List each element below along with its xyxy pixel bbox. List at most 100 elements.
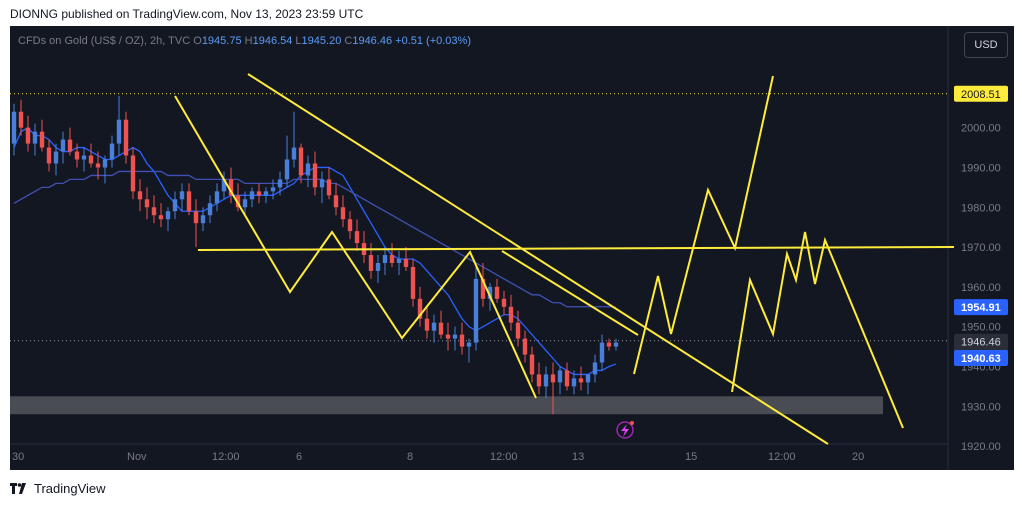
candle-body xyxy=(480,278,486,299)
x-tick-label: 12:00 xyxy=(490,451,518,463)
candle-body xyxy=(95,163,101,168)
x-tick-label: 13 xyxy=(572,451,584,463)
x-tick-label: 15 xyxy=(685,451,697,463)
trendline-upper xyxy=(247,73,829,445)
candle-body xyxy=(487,286,493,299)
candle-body xyxy=(256,191,262,196)
candle-body xyxy=(32,131,38,144)
candle-body xyxy=(396,259,402,263)
y-tick-label: 2000.00 xyxy=(961,123,1001,135)
candle-body xyxy=(613,342,619,347)
candle-body xyxy=(333,195,339,208)
symbol-header: CFDs on Gold (US$ / OZ), 2h, TVC O1945.7… xyxy=(18,35,471,47)
price-label: 1940.63 xyxy=(961,353,1001,365)
high-value: 1946.54 xyxy=(252,35,293,47)
candle-body xyxy=(158,215,164,220)
notification-dot-icon xyxy=(630,421,634,425)
candle-body xyxy=(592,362,598,375)
candle-body xyxy=(298,147,304,176)
candle-body xyxy=(144,199,150,208)
y-tick-label: 1990.00 xyxy=(961,162,1001,174)
candle-body xyxy=(375,262,381,271)
candle-body xyxy=(179,191,185,200)
candle-body xyxy=(473,278,479,343)
candle-body xyxy=(312,163,318,188)
x-tick-label: 12:00 xyxy=(768,451,796,463)
close-value: 1946.46 xyxy=(352,35,393,47)
candle-body xyxy=(599,342,605,363)
y-tick-label: 1950.00 xyxy=(961,322,1001,334)
candle-body xyxy=(508,306,514,323)
candle-body xyxy=(326,179,332,196)
y-tick-label: 1980.00 xyxy=(961,202,1001,214)
resistance-line xyxy=(197,246,955,251)
candle-body xyxy=(151,207,157,216)
candle-body xyxy=(60,139,66,152)
candle-body xyxy=(11,111,17,144)
candle-body xyxy=(578,378,584,383)
price-label: 2008.51 xyxy=(961,89,1001,101)
candle-body xyxy=(270,187,276,192)
change-value: +0.51 (+0.03%) xyxy=(395,35,471,47)
candle-body xyxy=(347,219,353,232)
candle-body xyxy=(501,298,507,307)
zigzag-left xyxy=(174,95,537,399)
candle-body xyxy=(81,155,87,160)
candle-body xyxy=(466,342,472,347)
candle-body xyxy=(445,334,451,339)
x-tick-label: 12:00 xyxy=(212,451,240,463)
candle-body xyxy=(116,119,122,144)
x-tick-label: 8 xyxy=(407,451,413,463)
candle-body xyxy=(571,378,577,387)
candle-body xyxy=(25,127,31,144)
low-value: 1945.20 xyxy=(301,35,342,47)
candle-body xyxy=(214,191,220,204)
x-tick-label: Nov xyxy=(127,451,147,463)
open-label: O xyxy=(193,35,202,47)
tradingview-brand[interactable]: TradingView xyxy=(34,481,106,496)
candle-body xyxy=(123,119,129,156)
x-tick-label: 30 xyxy=(12,451,24,463)
candle-body xyxy=(368,255,374,271)
trendline-lower xyxy=(501,250,639,336)
candle-body xyxy=(277,179,283,188)
candle-body xyxy=(564,370,570,387)
candle-body xyxy=(536,374,542,387)
candle-body xyxy=(550,374,556,383)
price-label-bg xyxy=(954,350,1008,366)
candle-body xyxy=(137,191,143,200)
lightning-bolt-icon xyxy=(621,424,629,437)
candle-body xyxy=(494,286,500,299)
candle-body xyxy=(39,131,45,148)
x-tick-label: 20 xyxy=(852,451,864,463)
price-label-bg xyxy=(954,85,1008,102)
publication-info: DIONNG published on TradingView.com, Nov… xyxy=(10,7,364,21)
candle-body xyxy=(403,259,409,267)
candle-body xyxy=(221,179,227,192)
candle-body xyxy=(193,211,199,224)
close-label: C xyxy=(344,35,353,47)
support-zone xyxy=(10,396,883,415)
candle-body xyxy=(53,151,59,164)
symbol-name: CFDs on Gold (US$ / OZ), 2h, TVC xyxy=(18,35,191,47)
candlestick-chart[interactable]: 2000.00 1990.00 1980.00 1970.00 1960.00 1950.… xyxy=(10,26,1014,470)
candle-body xyxy=(67,139,73,152)
price-label-bg xyxy=(954,299,1008,316)
candle-body xyxy=(529,354,535,375)
candle-body xyxy=(459,334,465,347)
y-tick-label: 1920.00 xyxy=(961,441,1001,453)
candle-body xyxy=(74,151,80,160)
candle-body xyxy=(46,147,52,164)
candle-body xyxy=(606,342,612,347)
candle-body xyxy=(249,191,255,200)
candle-body xyxy=(522,338,528,355)
y-tick-label: 1930.00 xyxy=(961,401,1001,413)
candle-body xyxy=(109,143,115,160)
candle-body xyxy=(340,207,346,220)
candle-body xyxy=(305,163,311,176)
candle-body xyxy=(452,334,458,339)
candle-body xyxy=(291,147,297,160)
currency-button[interactable]: USD xyxy=(964,32,1008,58)
candle-body xyxy=(18,111,24,128)
chart-panel[interactable]: 2000.00 1990.00 1980.00 1970.00 1960.00 1950.… xyxy=(10,26,1014,470)
